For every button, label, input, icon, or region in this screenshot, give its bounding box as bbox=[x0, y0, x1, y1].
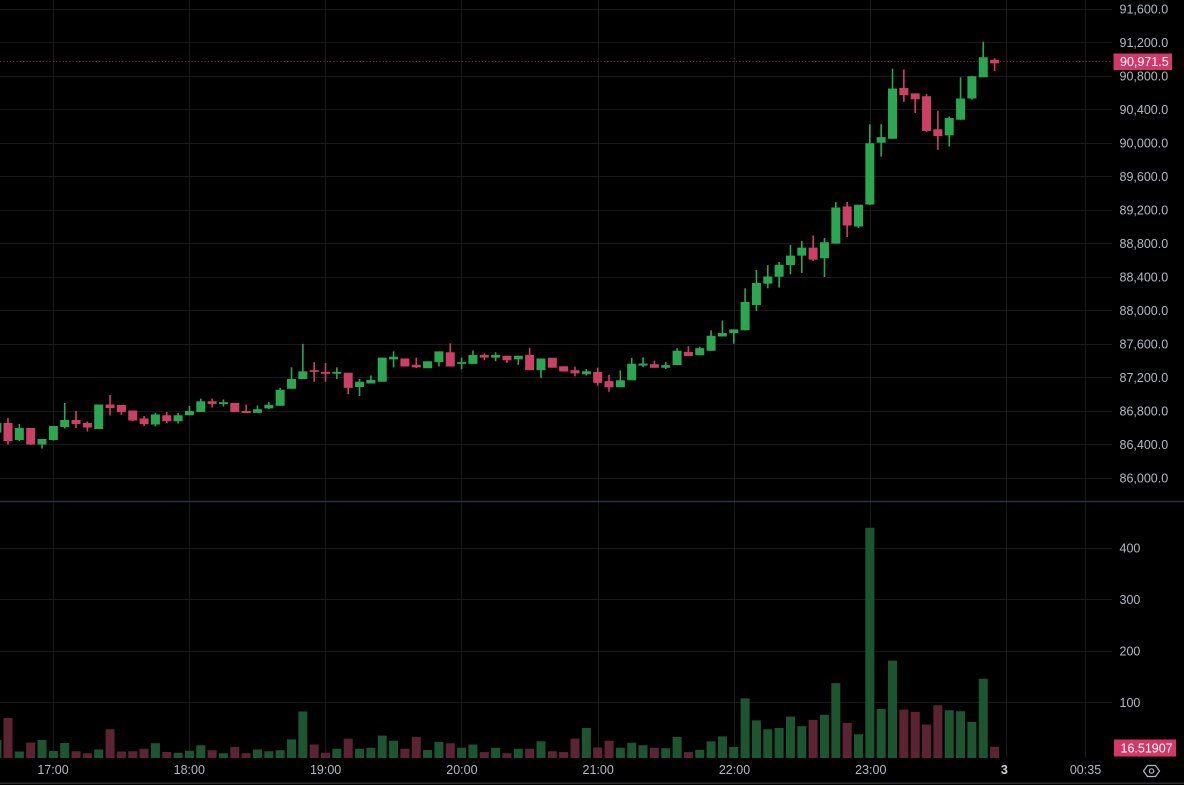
svg-text:90,800.0: 90,800.0 bbox=[1120, 69, 1169, 83]
svg-text:89,600.0: 89,600.0 bbox=[1120, 170, 1169, 184]
svg-text:400: 400 bbox=[1120, 541, 1141, 555]
svg-text:100: 100 bbox=[1120, 696, 1141, 710]
svg-text:21:00: 21:00 bbox=[583, 763, 614, 777]
svg-text:00:35: 00:35 bbox=[1070, 763, 1101, 777]
svg-text:90,400.0: 90,400.0 bbox=[1120, 103, 1169, 117]
svg-text:86,000.0: 86,000.0 bbox=[1120, 471, 1169, 485]
svg-text:87,200.0: 87,200.0 bbox=[1120, 371, 1169, 385]
svg-text:23:00: 23:00 bbox=[855, 763, 886, 777]
svg-text:90,000.0: 90,000.0 bbox=[1120, 136, 1169, 150]
svg-text:200: 200 bbox=[1120, 644, 1141, 658]
svg-text:16.51907: 16.51907 bbox=[1121, 742, 1173, 756]
svg-text:91,200.0: 91,200.0 bbox=[1120, 36, 1169, 50]
svg-text:18:00: 18:00 bbox=[174, 763, 205, 777]
svg-text:90,971.5: 90,971.5 bbox=[1120, 55, 1169, 69]
svg-text:86,400.0: 86,400.0 bbox=[1120, 438, 1169, 452]
svg-text:88,800.0: 88,800.0 bbox=[1120, 237, 1169, 251]
svg-text:91,600.0: 91,600.0 bbox=[1120, 2, 1169, 16]
svg-text:19:00: 19:00 bbox=[310, 763, 341, 777]
svg-text:20:00: 20:00 bbox=[446, 763, 477, 777]
svg-text:22:00: 22:00 bbox=[719, 763, 750, 777]
svg-text:3: 3 bbox=[1001, 763, 1008, 777]
svg-text:17:00: 17:00 bbox=[37, 763, 68, 777]
svg-text:88,000.0: 88,000.0 bbox=[1120, 304, 1169, 318]
svg-text:300: 300 bbox=[1120, 593, 1141, 607]
svg-text:87,600.0: 87,600.0 bbox=[1120, 337, 1169, 351]
svg-text:86,800.0: 86,800.0 bbox=[1120, 404, 1169, 418]
svg-text:88,400.0: 88,400.0 bbox=[1120, 270, 1169, 284]
svg-text:89,200.0: 89,200.0 bbox=[1120, 203, 1169, 217]
